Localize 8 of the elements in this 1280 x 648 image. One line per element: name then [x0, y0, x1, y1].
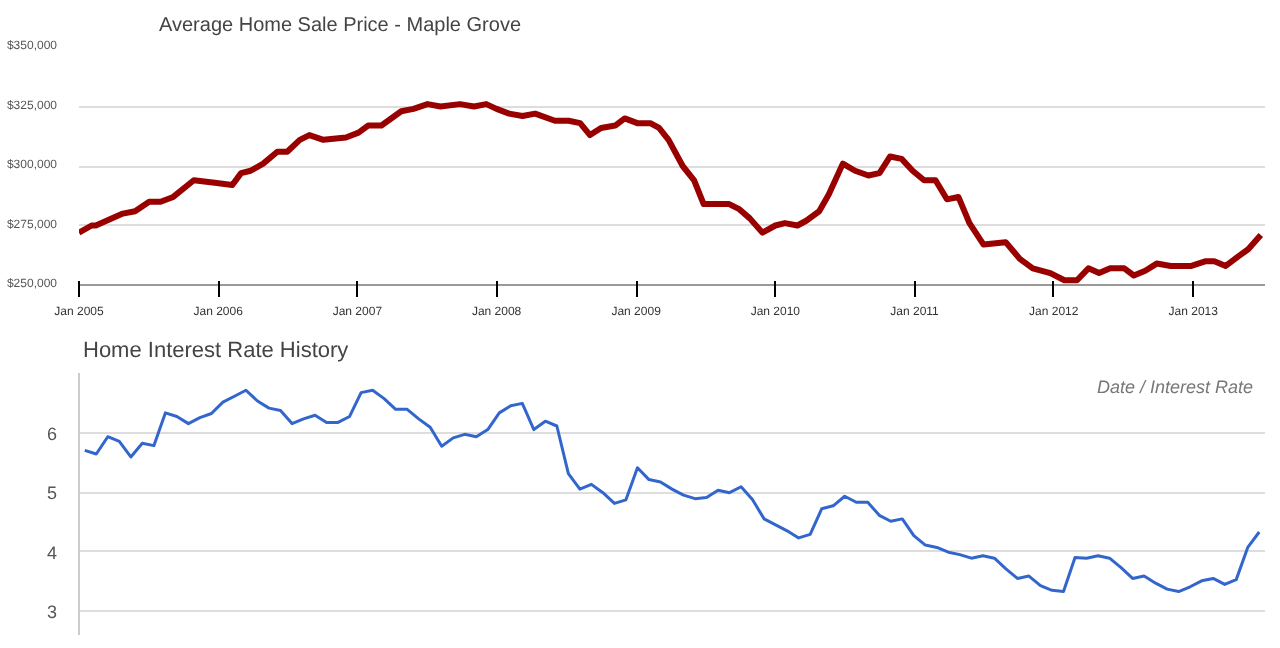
- chart-title: Average Home Sale Price - Maple Grove: [159, 15, 522, 37]
- annotation: Date / Interest Rate: [1096, 377, 1254, 397]
- y-tick-label: 4: [46, 542, 58, 563]
- y-tick-label: 6: [46, 423, 58, 444]
- y-tick-label: 5: [46, 483, 58, 504]
- line-series: [79, 101, 1264, 284]
- chart-title: Home Interest Rate History: [83, 339, 350, 363]
- y-tick-label: 3: [46, 602, 58, 623]
